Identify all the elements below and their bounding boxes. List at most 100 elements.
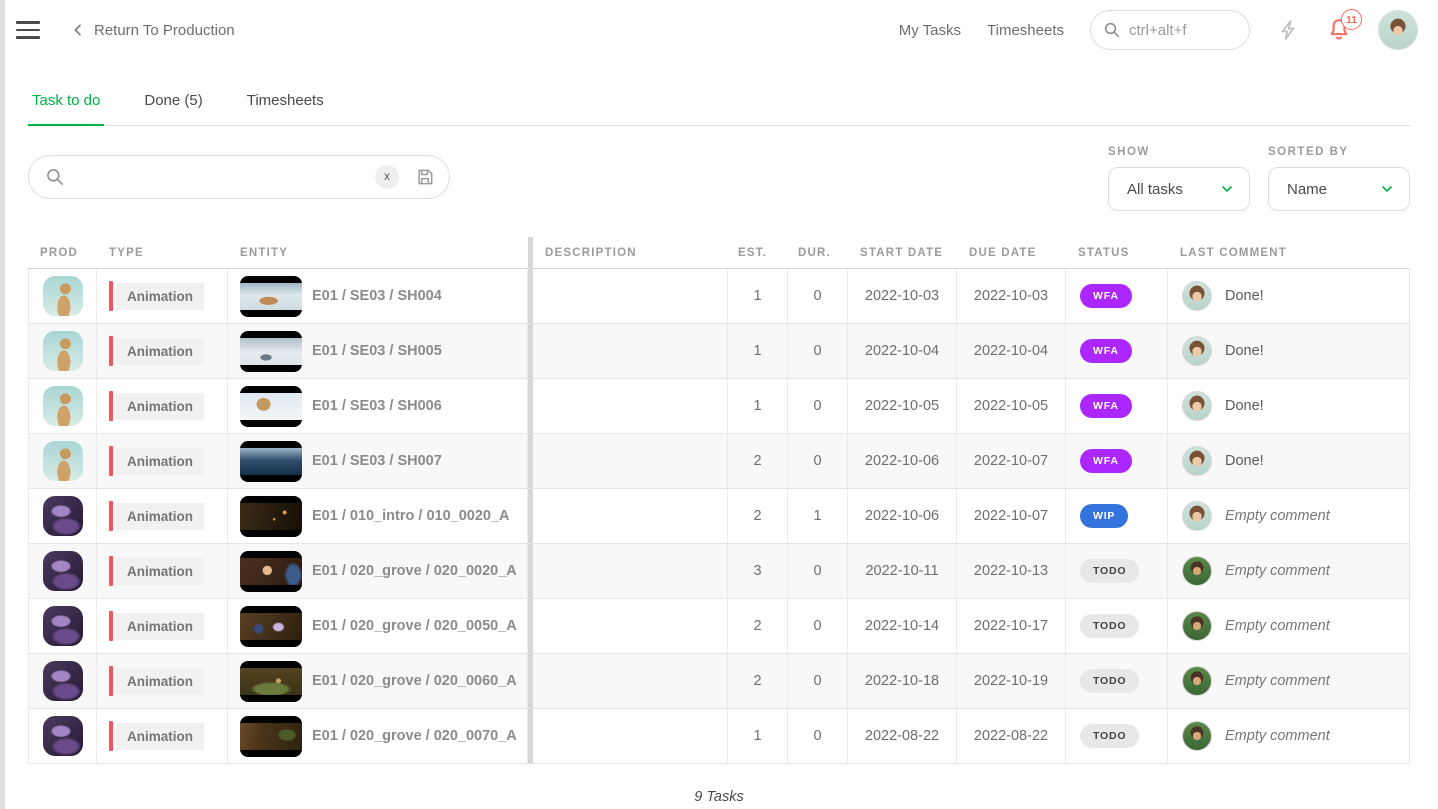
task-type-badge: Animation	[109, 281, 204, 311]
global-search-input[interactable]	[1129, 22, 1229, 39]
table-row[interactable]: Animation E01 / SE03 / SH006 1 0 2022-10…	[28, 379, 1410, 434]
due-date-cell: 2022-08-22	[957, 709, 1066, 763]
sorted-by-selected-value: Name	[1287, 181, 1379, 198]
column-header-status: STATUS	[1066, 247, 1168, 259]
production-avatar[interactable]	[43, 661, 83, 701]
sorted-by-group: SORTED BY Name	[1268, 146, 1410, 211]
entity-thumbnail[interactable]	[240, 496, 302, 537]
quick-actions-button[interactable]	[1276, 18, 1300, 42]
column-header-prod: PROD	[28, 247, 97, 259]
entity-name[interactable]: E01 / 020_grove / 020_0060_A	[312, 673, 517, 689]
topbar: Return To Production My Tasks Timesheets…	[0, 0, 1438, 60]
task-type-label: Animation	[116, 723, 204, 750]
production-avatar[interactable]	[43, 496, 83, 536]
back-to-production-link[interactable]: Return To Production	[70, 22, 235, 39]
production-avatar[interactable]	[43, 716, 83, 756]
table-body: Animation E01 / SE03 / SH004 1 0 2022-10…	[28, 269, 1410, 764]
status-badge[interactable]: WIP	[1080, 504, 1128, 528]
estimation-cell: 1	[728, 379, 788, 433]
back-link-label: Return To Production	[94, 22, 235, 39]
description-cell	[533, 434, 728, 488]
nav-timesheets[interactable]: Timesheets	[987, 22, 1064, 39]
sorted-by-select[interactable]: Name	[1268, 167, 1410, 211]
entity-thumbnail[interactable]	[240, 661, 302, 702]
clear-filter-button[interactable]: x	[375, 165, 399, 189]
tab-task-to-do[interactable]: Task to do	[28, 92, 104, 126]
commenter-avatar	[1182, 391, 1212, 421]
task-type-label: Animation	[116, 668, 204, 695]
nav-my-tasks[interactable]: My Tasks	[899, 22, 961, 39]
duration-cell: 0	[788, 324, 848, 378]
entity-thumbnail[interactable]	[240, 441, 302, 482]
task-filter-input[interactable]	[75, 169, 365, 186]
notifications-button[interactable]: 11	[1326, 17, 1352, 43]
entity-name[interactable]: E01 / 020_grove / 020_0070_A	[312, 728, 517, 744]
start-date-cell: 2022-10-06	[848, 489, 957, 543]
save-filter-button[interactable]	[415, 167, 435, 187]
entity-thumbnail[interactable]	[240, 386, 302, 427]
task-type-color-bar	[109, 281, 113, 311]
entity-name[interactable]: E01 / 010_intro / 010_0020_A	[312, 508, 510, 524]
menu-icon[interactable]	[16, 21, 40, 39]
production-avatar[interactable]	[43, 606, 83, 646]
entity-thumbnail-image	[240, 448, 302, 475]
description-cell	[533, 709, 728, 763]
status-badge[interactable]: WFA	[1080, 339, 1132, 363]
table-row[interactable]: Animation E01 / 020_grove / 020_0060_A 2…	[28, 654, 1410, 709]
entity-thumbnail[interactable]	[240, 716, 302, 757]
status-badge[interactable]: WFA	[1080, 284, 1132, 308]
production-avatar[interactable]	[43, 331, 83, 371]
table-row[interactable]: Animation E01 / 020_grove / 020_0020_A 3…	[28, 544, 1410, 599]
global-search[interactable]	[1090, 10, 1250, 50]
entity-thumbnail[interactable]	[240, 551, 302, 592]
task-type-color-bar	[109, 666, 113, 696]
entity-name[interactable]: E01 / 020_grove / 020_0020_A	[312, 563, 517, 579]
production-avatar[interactable]	[43, 276, 83, 316]
status-badge[interactable]: WFA	[1080, 394, 1132, 418]
status-badge[interactable]: TODO	[1080, 669, 1139, 693]
entity-thumbnail[interactable]	[240, 606, 302, 647]
production-avatar[interactable]	[43, 441, 83, 481]
task-type-color-bar	[109, 556, 113, 586]
table-row[interactable]: Animation E01 / SE03 / SH004 1 0 2022-10…	[28, 269, 1410, 324]
start-date-cell: 2022-10-03	[848, 269, 957, 323]
task-type-color-bar	[109, 721, 113, 751]
status-badge[interactable]: TODO	[1080, 724, 1139, 748]
description-cell	[533, 324, 728, 378]
start-date-cell: 2022-10-14	[848, 599, 957, 653]
entity-thumbnail[interactable]	[240, 276, 302, 317]
table-row[interactable]: Animation E01 / 020_grove / 020_0070_A 1…	[28, 709, 1410, 764]
show-select[interactable]: All tasks	[1108, 167, 1250, 211]
table-row[interactable]: Animation E01 / SE03 / SH007 2 0 2022-10…	[28, 434, 1410, 489]
table-row[interactable]: Animation E01 / SE03 / SH005 1 0 2022-10…	[28, 324, 1410, 379]
show-label: SHOW	[1108, 146, 1250, 158]
entity-thumbnail[interactable]	[240, 331, 302, 372]
status-badge[interactable]: TODO	[1080, 614, 1139, 638]
table-row[interactable]: Animation E01 / 010_intro / 010_0020_A 2…	[28, 489, 1410, 544]
table-row[interactable]: Animation E01 / 020_grove / 020_0050_A 2…	[28, 599, 1410, 654]
duration-cell: 1	[788, 489, 848, 543]
entity-name[interactable]: E01 / SE03 / SH005	[312, 343, 442, 359]
estimation-cell: 1	[728, 324, 788, 378]
production-avatar[interactable]	[43, 551, 83, 591]
user-avatar[interactable]	[1378, 10, 1418, 50]
status-badge[interactable]: TODO	[1080, 559, 1139, 583]
status-badge[interactable]: WFA	[1080, 449, 1132, 473]
sorted-by-label: SORTED BY	[1268, 146, 1410, 158]
task-type-color-bar	[109, 611, 113, 641]
production-avatar[interactable]	[43, 386, 83, 426]
commenter-avatar	[1182, 281, 1212, 311]
entity-name[interactable]: E01 / 020_grove / 020_0050_A	[312, 618, 517, 634]
due-date-cell: 2022-10-13	[957, 544, 1066, 598]
last-comment-text: Done!	[1225, 343, 1264, 359]
entity-name[interactable]: E01 / SE03 / SH006	[312, 398, 442, 414]
entity-name[interactable]: E01 / SE03 / SH007	[312, 453, 442, 469]
tab-done[interactable]: Done (5)	[140, 92, 206, 125]
entity-thumbnail-image	[240, 503, 302, 530]
start-date-cell: 2022-10-18	[848, 654, 957, 708]
duration-cell: 0	[788, 434, 848, 488]
tab-timesheets[interactable]: Timesheets	[243, 92, 328, 125]
entity-thumbnail-image	[240, 723, 302, 750]
task-filter-search[interactable]: x	[28, 155, 450, 199]
entity-name[interactable]: E01 / SE03 / SH004	[312, 288, 442, 304]
